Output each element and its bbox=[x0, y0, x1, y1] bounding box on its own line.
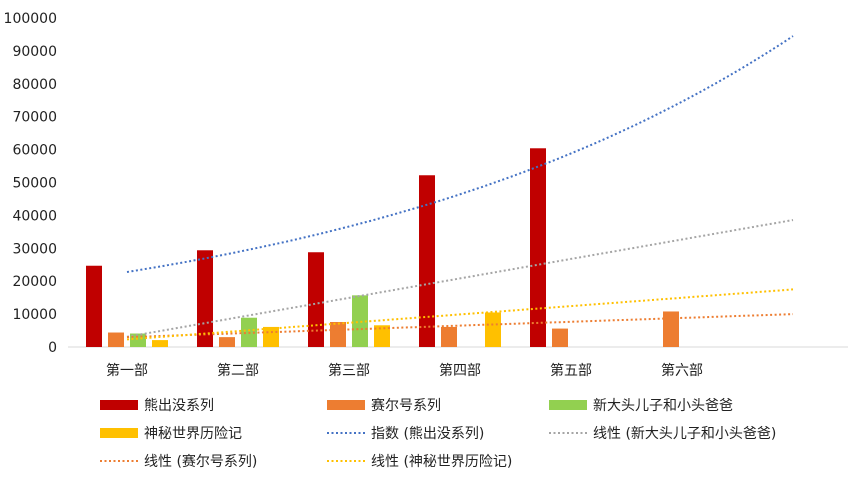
legend-item-trendline-4: 线性 (神秘世界历险记) bbox=[327, 454, 512, 470]
legend-item-series-4: 神秘世界历险记 bbox=[100, 426, 242, 442]
legend-item-trendline-1: 指数 (熊出没系列) bbox=[327, 426, 484, 442]
y-tick-label: 70000 bbox=[12, 110, 57, 126]
y-tick-label: 80000 bbox=[12, 77, 57, 93]
legend-swatch bbox=[100, 400, 138, 410]
bar-1-2 bbox=[197, 250, 213, 347]
y-tick-label: 10000 bbox=[12, 307, 57, 323]
bar-1-4 bbox=[419, 175, 435, 347]
bar-1-1 bbox=[86, 265, 102, 347]
bar-1-5 bbox=[530, 148, 546, 347]
bar-4-1 bbox=[152, 340, 168, 347]
trendline-1 bbox=[126, 35, 794, 273]
x-tick-label: 第一部 bbox=[106, 362, 148, 379]
y-tick-label: 90000 bbox=[12, 44, 57, 60]
legend-item-series-1: 熊出没系列 bbox=[100, 398, 214, 414]
bar-4-2 bbox=[263, 326, 279, 347]
bar-2-6 bbox=[663, 311, 679, 347]
y-axis: 0 10000 20000 30000 40000 50000 60000 70000 8000… bbox=[4, 11, 57, 356]
y-tick-label: 60000 bbox=[12, 143, 57, 159]
bar-2-1 bbox=[108, 332, 124, 347]
legend-swatch bbox=[327, 400, 365, 410]
y-tick-label: 50000 bbox=[12, 176, 57, 192]
y-tick-label: 40000 bbox=[12, 208, 57, 224]
legend-item-trendline-3: 线性 (赛尔号系列) bbox=[100, 454, 257, 470]
x-tick-label: 第六部 bbox=[661, 362, 703, 379]
trendline-3 bbox=[126, 313, 794, 339]
bar-2-2 bbox=[219, 337, 235, 347]
trendlines bbox=[126, 35, 794, 341]
legend-label: 线性 (赛尔号系列) bbox=[144, 454, 257, 470]
y-tick-label: 0 bbox=[48, 340, 57, 356]
x-tick-label: 第四部 bbox=[439, 362, 481, 379]
trendline-2 bbox=[126, 219, 794, 338]
y-tick-label: 100000 bbox=[4, 11, 57, 27]
bar-4-4 bbox=[485, 312, 501, 347]
x-tick-label: 第五部 bbox=[550, 362, 592, 379]
y-tick-label: 20000 bbox=[12, 274, 57, 290]
legend-label: 线性 (新大头儿子和小头爸爸) bbox=[593, 426, 776, 442]
x-axis: 第一部 第二部 第三部 第四部 第五部 第六部 bbox=[68, 346, 848, 379]
bar-2-4 bbox=[441, 326, 457, 347]
bars bbox=[86, 148, 679, 347]
bar-4-3 bbox=[374, 325, 390, 347]
trendline-4 bbox=[126, 288, 794, 341]
bar-2-5 bbox=[552, 328, 568, 347]
legend-item-series-2: 赛尔号系列 bbox=[327, 398, 441, 414]
legend-label: 赛尔号系列 bbox=[371, 398, 441, 414]
legend-label: 线性 (神秘世界历险记) bbox=[371, 454, 512, 470]
legend-item-trendline-2: 线性 (新大头儿子和小头爸爸) bbox=[549, 426, 776, 442]
legend-swatch bbox=[100, 428, 138, 438]
legend-label: 指数 (熊出没系列) bbox=[371, 426, 484, 442]
legend-swatch bbox=[549, 400, 587, 410]
x-tick-label: 第三部 bbox=[328, 362, 370, 379]
legend-label: 熊出没系列 bbox=[144, 398, 214, 414]
x-tick-label: 第二部 bbox=[217, 362, 259, 379]
legend-label: 新大头儿子和小头爸爸 bbox=[593, 398, 733, 414]
bar-1-3 bbox=[308, 252, 324, 347]
bar-3-3 bbox=[352, 295, 368, 347]
bar-2-3 bbox=[330, 321, 346, 347]
y-tick-label: 30000 bbox=[12, 241, 57, 257]
legend-item-series-3: 新大头儿子和小头爸爸 bbox=[549, 398, 733, 414]
legend-label: 神秘世界历险记 bbox=[144, 426, 242, 442]
